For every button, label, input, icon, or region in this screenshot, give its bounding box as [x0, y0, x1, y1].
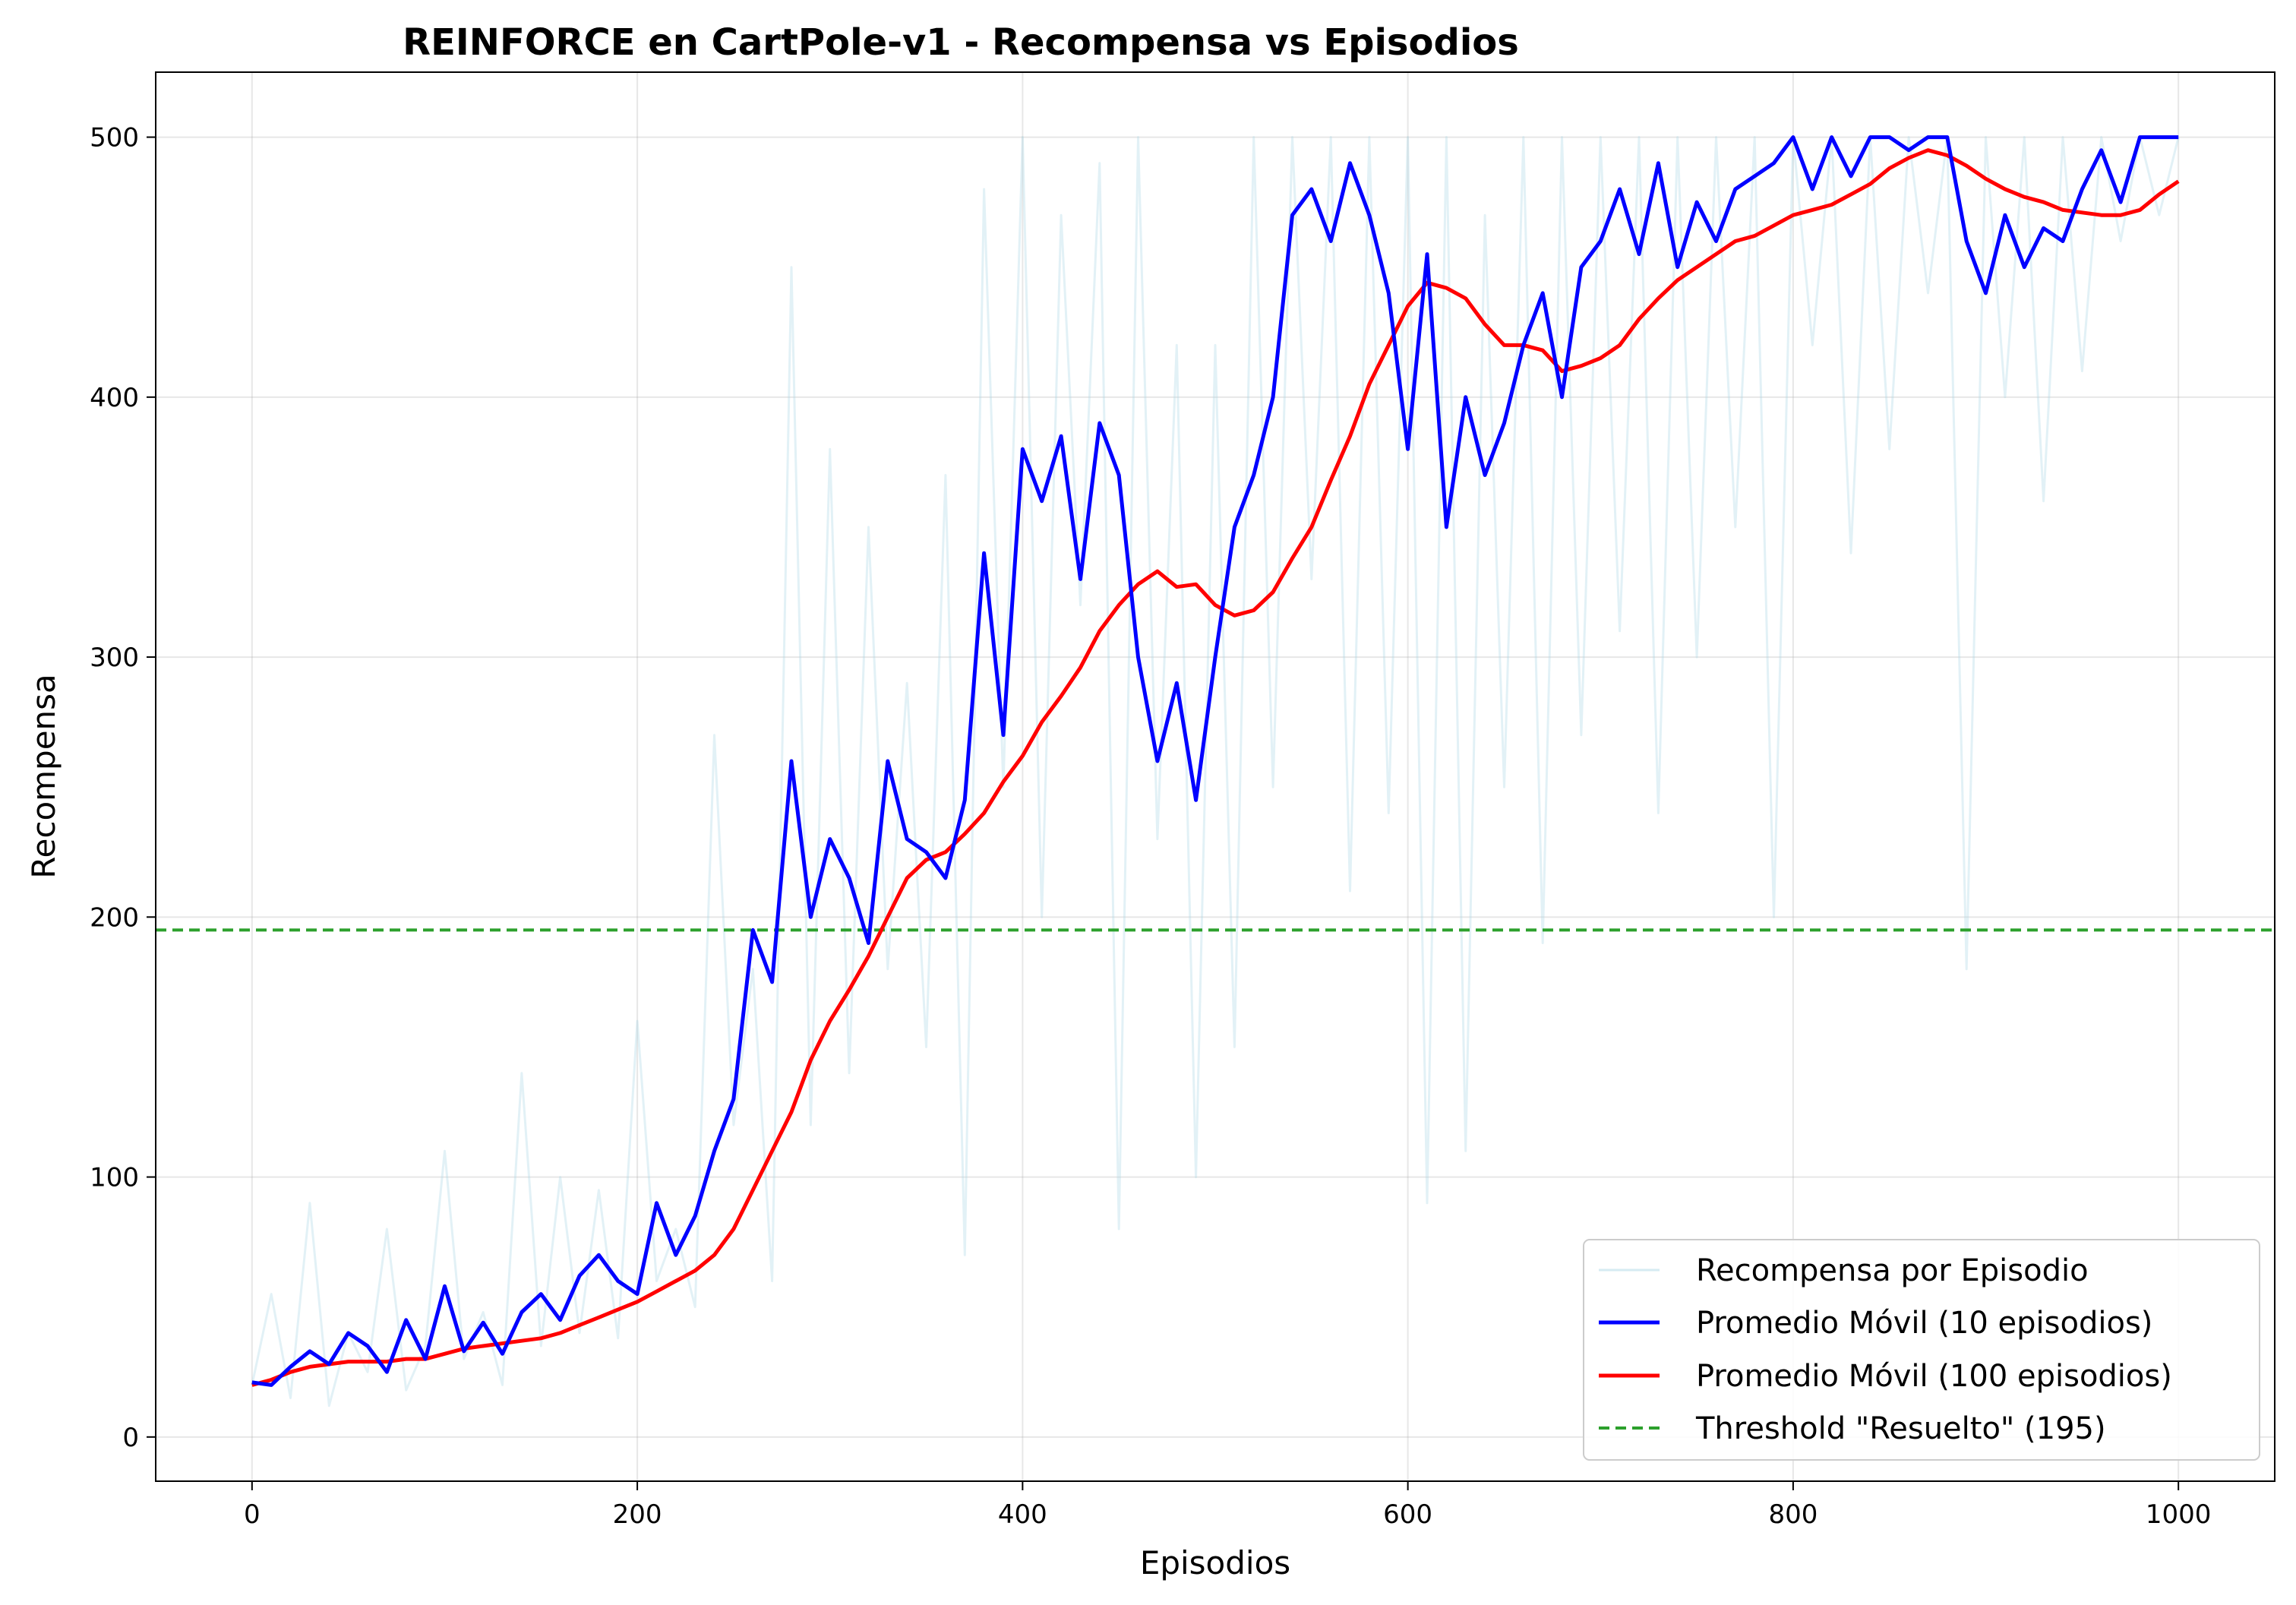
x-tick-label: 0	[244, 1499, 261, 1530]
x-tick-label: 1000	[2146, 1499, 2212, 1530]
series-line-ma10	[251, 135, 2179, 1387]
raw-series	[251, 136, 2180, 1408]
x-tick-label: 200	[613, 1499, 662, 1530]
legend-label-raw: Recompensa por Episodio	[1696, 1253, 2089, 1288]
legend-label-ma10: Promedio Móvil (10 episodios)	[1696, 1306, 2152, 1341]
x-tick-label: 600	[1383, 1499, 1432, 1530]
x-tick-label: 400	[998, 1499, 1047, 1530]
y-tick-label: 200	[90, 902, 139, 933]
legend-label-ma100: Promedio Móvil (100 episodios)	[1696, 1359, 2172, 1394]
x-axis-label: Episodios	[1140, 1544, 1290, 1581]
legend: Recompensa por Episodio Promedio Móvil (…	[1583, 1239, 2260, 1461]
y-tick-label: 100	[90, 1163, 139, 1193]
x-axis-ticks: 0 200 400 600 800 1000	[244, 1481, 2211, 1530]
x-tick-label: 800	[1768, 1499, 1818, 1530]
ma100-series	[251, 148, 2180, 1387]
y-axis-label: Recompensa	[25, 674, 62, 879]
ma10-series	[251, 135, 2179, 1387]
y-tick-label: 0	[122, 1423, 139, 1453]
series-line-ma100	[251, 148, 2180, 1387]
y-tick-label: 500	[90, 123, 139, 153]
plot-frame	[155, 71, 2275, 1482]
y-tick-label: 300	[90, 643, 139, 673]
series-line-raw	[251, 136, 2180, 1408]
chart-title: REINFORCE en CartPole-v1 - Recompensa vs…	[403, 21, 1519, 64]
y-tick-label: 400	[90, 383, 139, 413]
y-axis-ticks: 0 100 200 300 400 500	[90, 123, 156, 1453]
legend-box	[1583, 1239, 2260, 1461]
legend-label-threshold: Threshold "Resuelto" (195)	[1695, 1411, 2106, 1446]
